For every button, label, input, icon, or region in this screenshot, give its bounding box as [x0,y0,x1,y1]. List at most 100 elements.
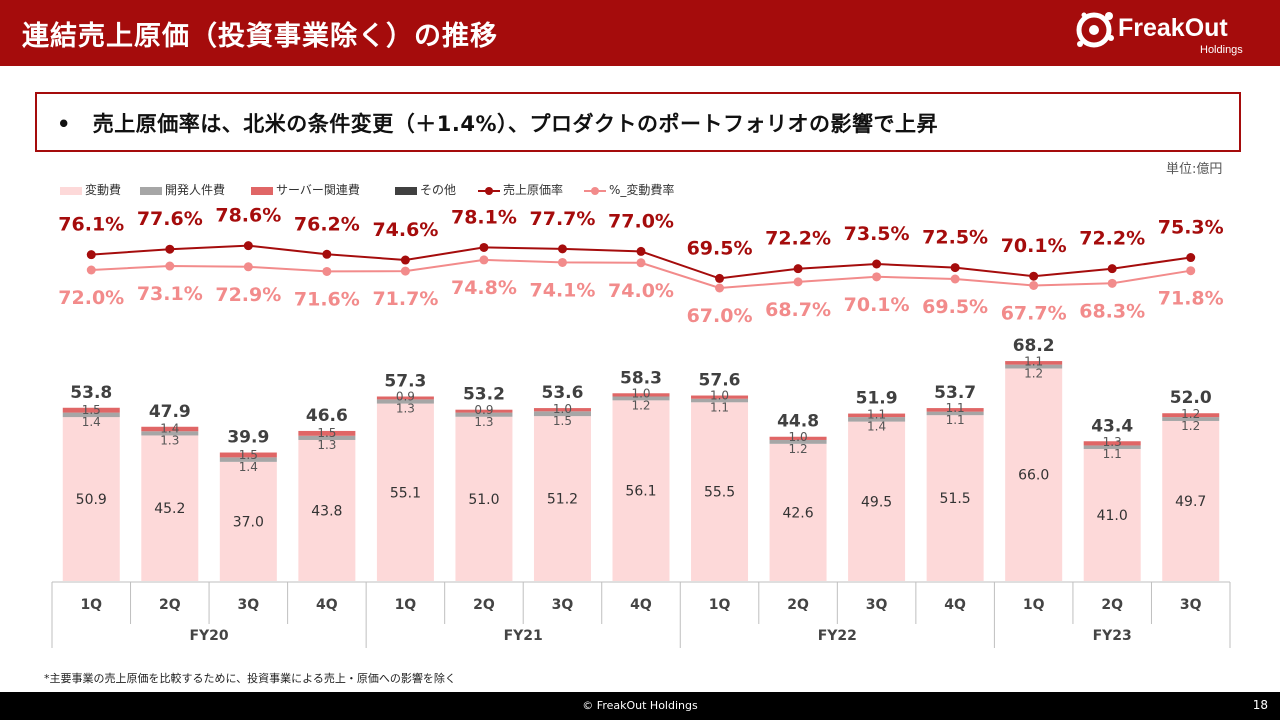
bar-label-dev: 1.2 [1181,419,1200,433]
bar-label-server: 0.9 [474,403,493,417]
bar-label-dev: 1.5 [553,414,572,428]
x-tick-label: 2Q [787,597,809,613]
line-label-variable-rate: 67.0% [687,305,753,327]
line-label-cogs-rate: 69.5% [687,237,753,259]
bar-segment [691,395,749,399]
bar-segment [1162,417,1220,421]
footer-bar: © FreakOut Holdings 18 [0,692,1280,720]
line-point-cogs-rate [793,264,803,274]
bar-segment [848,413,906,418]
line-point-cogs-rate [715,273,725,283]
bar-total-label: 53.8 [70,383,112,403]
x-tick-label: 4Q [316,597,338,613]
line-label-cogs-rate: 72.2% [1079,228,1145,250]
bar-segment [219,452,277,458]
line-point-cogs-rate [243,241,253,251]
line-label-cogs-rate: 77.7% [530,208,596,230]
line-label-variable-rate: 69.5% [922,296,988,318]
bar-label-dev: 1.4 [82,415,101,429]
bar-total-label: 57.6 [699,371,741,391]
line-point-cogs-rate [479,242,489,252]
bar-label-server: 1.1 [867,408,886,422]
page-title: 連結売上原価（投資事業除く）の推移 [22,21,498,52]
bar-total-label: 53.7 [934,383,976,403]
logo-name: FreakOut [1118,14,1228,42]
cost-of-sales-chart: 50.91.41.553.845.21.31.447.937.01.41.539… [51,205,1231,648]
bar-label-dev: 1.4 [239,460,258,474]
legend-label-server: サーバー関連費 [276,183,360,197]
bar-label-dev: 1.2 [1024,366,1043,380]
bar-segment [691,398,749,403]
bar-label-variable: 51.5 [940,491,971,507]
legend-item-other: その他 [395,181,456,198]
legend-label-other: その他 [420,183,457,197]
line-label-variable-rate: 68.3% [1079,300,1145,322]
bar-label-server: 1.3 [1103,435,1122,449]
bar-label-dev: 1.3 [317,438,336,452]
line-point-cogs-rate [1186,253,1196,263]
legend-item-variable: 変動費 [60,181,121,198]
legend-label-dev: 開発人件費 [165,183,226,197]
bar-label-server: 1.0 [789,430,808,444]
line-label-variable-rate: 72.9% [215,284,281,306]
copyright: © FreakOut Holdings [582,699,698,712]
line-point-variable-rate [86,265,96,275]
bar-segment [141,431,199,436]
bar-total-label: 52.0 [1170,388,1212,408]
bar-label-variable: 42.6 [782,505,813,521]
bar-segment [926,411,984,416]
legend-item-cogs-rate: 売上原価率 [478,181,563,198]
legend-swatch-server [251,186,273,195]
bar-segment [219,461,277,581]
x-tick-label: 2Q [473,597,495,613]
bar-label-server: 1.1 [946,401,965,415]
bar-total-label: 68.2 [1013,336,1055,356]
line-point-variable-rate [950,274,960,284]
x-tick-label: 1Q [1023,597,1045,613]
line-point-variable-rate [479,255,489,265]
bar-segment [612,396,670,401]
bar-label-variable: 49.5 [861,494,892,510]
bar-label-variable: 51.2 [547,492,578,508]
bar-segment [62,407,120,413]
line-label-variable-rate: 71.8% [1158,288,1224,310]
bar-segment [1005,368,1063,581]
line-label-cogs-rate: 78.6% [215,205,281,227]
x-tick-label: 3Q [866,597,888,613]
bar-label-variable: 45.2 [154,501,185,517]
legend-label-cogs-rate: 売上原価率 [503,183,564,197]
line-label-cogs-rate: 74.6% [372,219,438,241]
line-label-variable-rate: 71.6% [294,288,360,310]
bar-segment [533,416,591,581]
bar-label-dev: 1.2 [789,442,808,456]
key-message: • 売上原価率は、北米の条件変更（＋1.4%）、プロダクトのポートフォリオの影響… [57,108,938,138]
line-label-variable-rate: 74.1% [530,279,596,301]
bar-label-server: 1.5 [82,403,101,417]
line-point-variable-rate [715,283,725,293]
bar-total-label: 47.9 [149,402,191,422]
line-label-variable-rate: 71.7% [372,288,438,310]
bar-total-label: 57.3 [384,371,426,391]
bar-label-dev: 1.2 [631,398,650,412]
bar-label-dev: 1.4 [867,420,886,434]
line-label-variable-rate: 67.7% [1001,302,1067,324]
bar-label-server: 1.0 [631,386,650,400]
bar-total-label: 53.2 [463,385,505,405]
bar-label-server: 1.0 [553,402,572,416]
bar-segment [1005,361,1063,365]
bar-segment [533,411,591,417]
line-point-variable-rate [1107,278,1117,288]
bar-total-label: 43.4 [1091,416,1133,436]
bullet: • [57,112,71,136]
bar-total-label: 39.9 [227,428,269,448]
bar-segment [455,409,513,413]
bar-segment [455,412,513,417]
bar-label-variable: 55.5 [704,485,735,501]
line-point-variable-rate [872,272,882,282]
bar-segment [1162,420,1220,581]
legend-line-var-rate [584,185,606,197]
bar-label-variable: 55.1 [390,485,421,501]
footnote: *主要事業の売上原価を比較するために、投資事業による売上・原価への影響を除く [44,672,456,685]
line-label-variable-rate: 72.0% [58,287,124,309]
bar-label-server: 0.9 [396,390,415,404]
